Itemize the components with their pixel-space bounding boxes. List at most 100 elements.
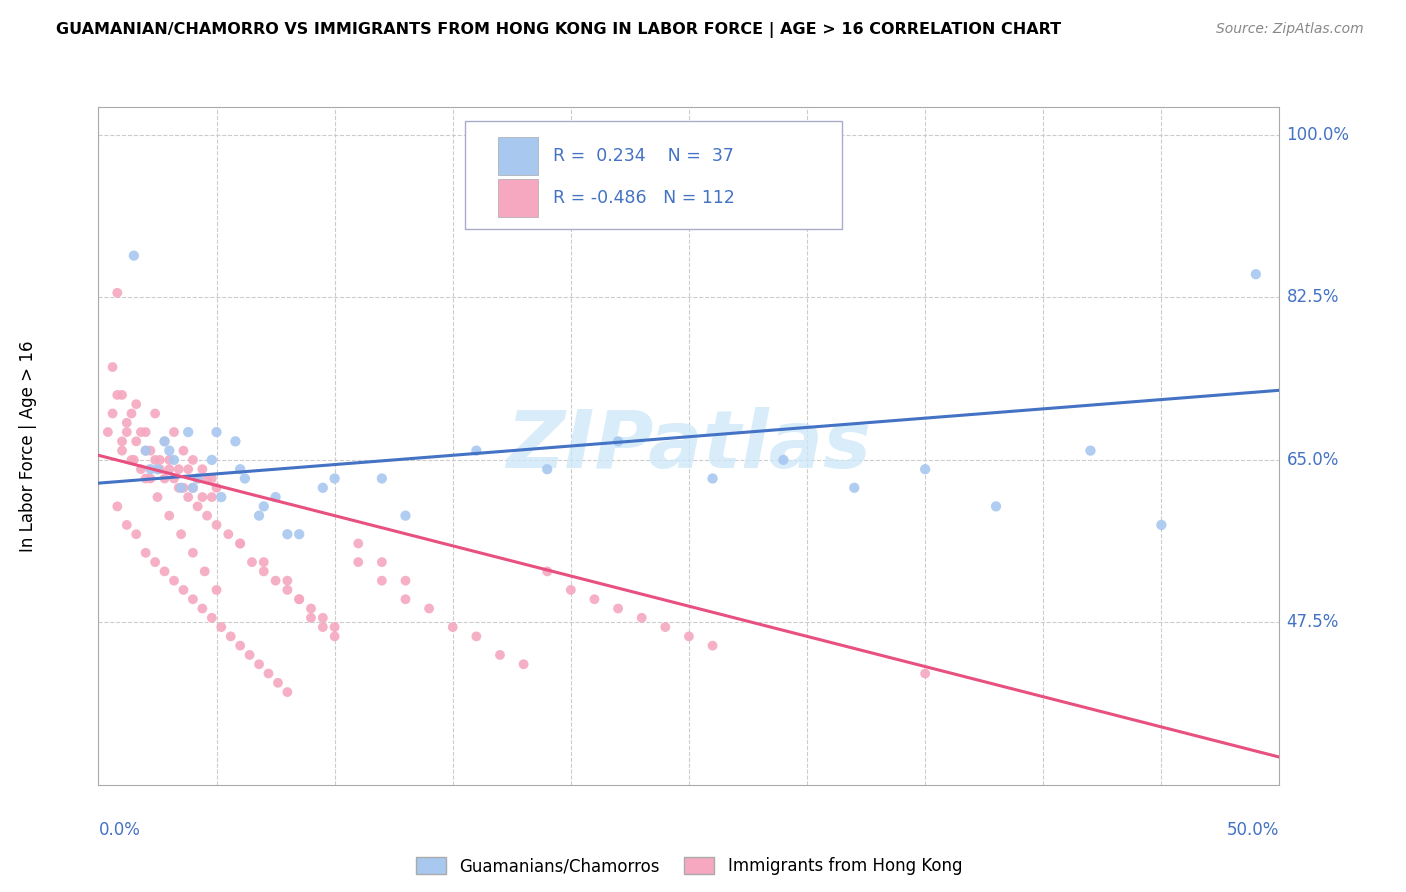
Point [187, 500, 209, 514]
Point [312, 620, 335, 634]
Point [97, 425, 120, 439]
Text: ZIPatlas: ZIPatlas [506, 407, 872, 485]
Point [418, 601, 440, 615]
Point [512, 657, 534, 672]
Point [143, 555, 166, 569]
Point [122, 453, 145, 467]
Text: In Labor Force | Age > 16: In Labor Force | Age > 16 [18, 340, 37, 552]
Point [111, 434, 134, 449]
Point [984, 500, 1007, 514]
Point [914, 462, 936, 476]
Point [224, 434, 246, 449]
Point [371, 471, 394, 485]
Point [111, 388, 134, 402]
Point [465, 443, 488, 458]
Point [371, 574, 394, 588]
Point [536, 462, 558, 476]
Point [135, 443, 157, 458]
Point [772, 453, 794, 467]
Point [201, 611, 224, 625]
Point [844, 481, 866, 495]
Point [129, 425, 152, 439]
Point [678, 629, 700, 643]
Point [276, 582, 298, 597]
Point [181, 592, 204, 607]
Point [187, 471, 209, 485]
Point [157, 453, 180, 467]
Point [560, 582, 582, 597]
Point [253, 555, 276, 569]
Point [371, 555, 394, 569]
Point [129, 462, 152, 476]
Point [276, 527, 298, 541]
Point [157, 443, 180, 458]
Text: 82.5%: 82.5% [1286, 288, 1339, 307]
Point [163, 453, 186, 467]
Point [149, 453, 172, 467]
Point [229, 639, 252, 653]
Point [101, 407, 124, 421]
Point [153, 471, 176, 485]
Point [209, 620, 232, 634]
Point [201, 490, 224, 504]
Point [157, 508, 180, 523]
Point [229, 536, 252, 550]
Point [181, 546, 204, 560]
Point [195, 508, 218, 523]
Text: 100.0%: 100.0% [1286, 126, 1350, 144]
Point [125, 434, 148, 449]
Point [172, 443, 194, 458]
Point [143, 453, 166, 467]
Point [229, 462, 252, 476]
Point [191, 601, 214, 615]
Point [1080, 443, 1102, 458]
Point [240, 555, 263, 569]
Point [146, 490, 169, 504]
Point [914, 666, 936, 681]
Point [191, 490, 214, 504]
Point [105, 285, 128, 300]
Point [607, 434, 630, 449]
Point [299, 601, 322, 615]
Point [312, 481, 335, 495]
Point [146, 462, 169, 476]
Point [201, 453, 224, 467]
Text: 65.0%: 65.0% [1286, 451, 1339, 469]
Point [394, 592, 416, 607]
Point [247, 657, 270, 672]
Point [149, 462, 172, 476]
Point [288, 592, 311, 607]
Point [121, 407, 143, 421]
Point [139, 443, 162, 458]
FancyBboxPatch shape [498, 136, 537, 175]
Point [167, 481, 190, 495]
Text: R = -0.486   N = 112: R = -0.486 N = 112 [553, 189, 735, 207]
Point [115, 517, 138, 532]
Point [163, 574, 186, 588]
Point [125, 397, 148, 411]
Point [195, 471, 218, 485]
Point [122, 249, 145, 263]
Point [170, 527, 193, 541]
Point [105, 500, 128, 514]
Point [394, 508, 416, 523]
Point [267, 675, 290, 690]
Point [465, 629, 488, 643]
Point [111, 443, 134, 458]
Point [177, 462, 200, 476]
Point [288, 592, 311, 607]
Point [172, 481, 194, 495]
Text: GUAMANIAN/CHAMORRO VS IMMIGRANTS FROM HONG KONG IN LABOR FORCE | AGE > 16 CORREL: GUAMANIAN/CHAMORRO VS IMMIGRANTS FROM HO… [56, 22, 1062, 38]
Point [139, 462, 162, 476]
Point [347, 536, 370, 550]
Point [139, 471, 162, 485]
Text: R =  0.234    N =  37: R = 0.234 N = 37 [553, 147, 734, 165]
Point [217, 527, 239, 541]
Text: 0.0%: 0.0% [98, 821, 141, 838]
Point [181, 481, 204, 495]
Point [253, 500, 276, 514]
Point [125, 527, 148, 541]
Point [489, 648, 512, 662]
Point [135, 546, 157, 560]
Point [229, 536, 252, 550]
